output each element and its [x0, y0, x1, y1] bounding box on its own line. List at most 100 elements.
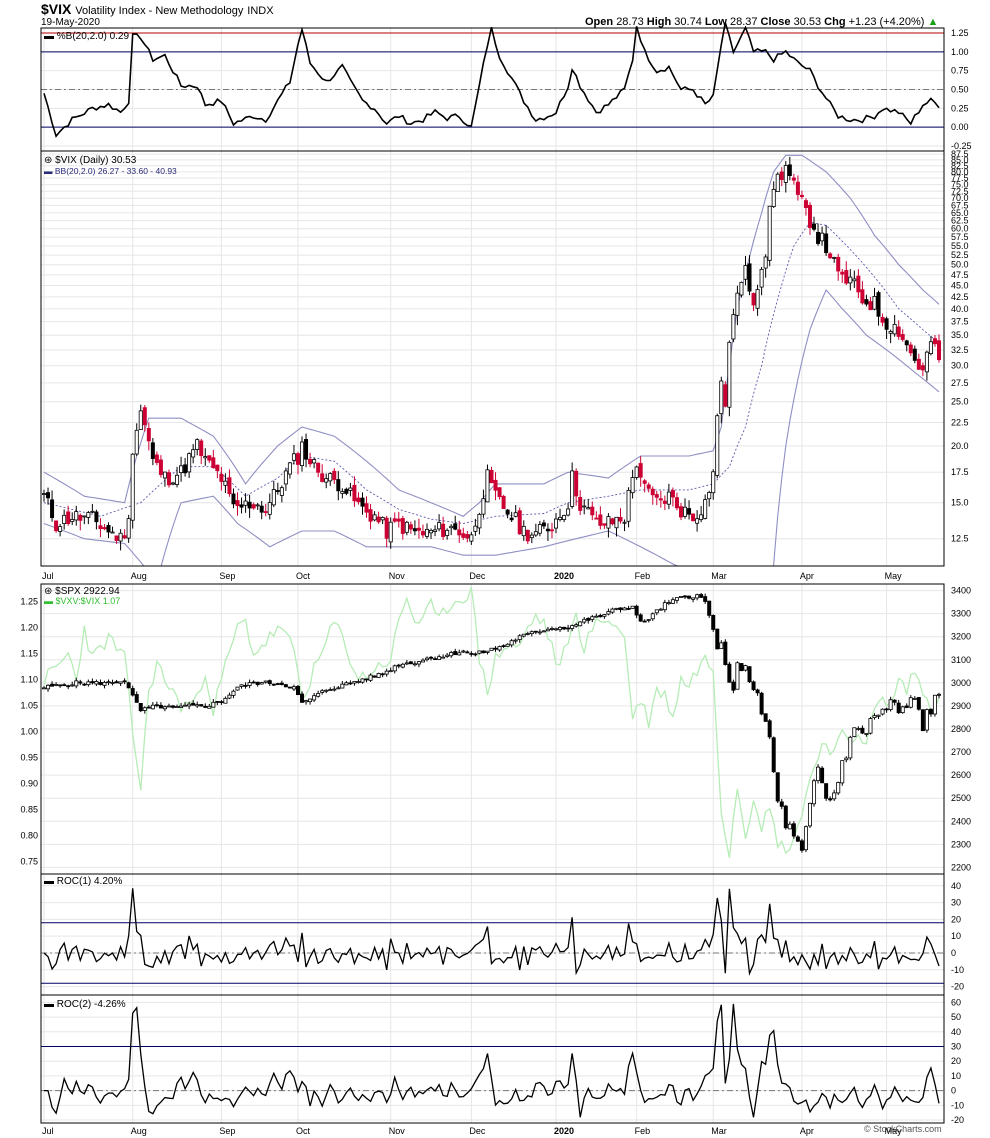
vix-candle — [711, 471, 716, 494]
vix-tick-label: 45.0 — [951, 281, 969, 291]
vix-candle — [864, 299, 869, 305]
spx-candle — [400, 663, 405, 668]
open-value: 28.73 — [616, 16, 644, 28]
vix-candle — [937, 340, 942, 361]
spx-candle — [787, 823, 792, 830]
vix-candle — [654, 494, 659, 498]
vix-candle — [759, 268, 764, 288]
vix-candle — [316, 462, 321, 473]
vix-candle — [646, 484, 651, 489]
spx-candle — [691, 597, 696, 600]
spx-candle — [876, 714, 881, 717]
vix-frame — [40, 150, 945, 567]
spx-candle — [606, 611, 611, 615]
spx-candle — [239, 684, 244, 687]
spx-candle — [590, 616, 595, 620]
spx-candle — [618, 607, 623, 611]
roc2-label: ▬ ROC(2) -4.26% — [44, 999, 126, 1010]
spx-candle — [295, 685, 300, 696]
spx-candle — [473, 653, 478, 656]
month-tick-label: Feb — [635, 1126, 651, 1136]
vix-candle — [832, 257, 837, 259]
vix-tick-label: 52.5 — [951, 250, 969, 260]
vix-candle — [457, 529, 462, 536]
vix-candle — [356, 497, 361, 503]
spx-candle — [352, 681, 357, 684]
vix-candle — [509, 517, 514, 521]
spx-candle — [219, 701, 224, 704]
spx-candle — [251, 681, 256, 684]
vix-candle — [670, 490, 675, 498]
vix-candle — [501, 495, 506, 509]
vix-candle — [239, 504, 244, 508]
spx-candle — [928, 708, 933, 715]
spx-candle — [840, 760, 845, 784]
vix-candle — [94, 511, 99, 523]
spx-candle — [175, 706, 180, 708]
spx-candle — [904, 705, 909, 708]
vix-candle — [554, 518, 559, 529]
month-tick-label: Apr — [800, 571, 814, 581]
vix-candle — [751, 293, 756, 306]
spx-candle — [791, 823, 796, 837]
spx-candle — [779, 801, 784, 807]
vix-candle — [126, 518, 131, 539]
pctb-tick-label: -0.25 — [951, 141, 972, 151]
vix-candle — [106, 524, 111, 533]
vix-tick-label: 75.0 — [951, 180, 969, 190]
vix-candle — [360, 497, 365, 507]
spx-candle — [566, 627, 571, 630]
vix-candle — [904, 340, 909, 346]
spx-candle — [433, 658, 438, 661]
vix-label: ⊛ $VIX (Daily) 30.53 — [44, 155, 137, 166]
roc2-line — [44, 1003, 940, 1118]
vix-tick-label: 65.0 — [951, 208, 969, 218]
vix-tick-label: 77.5 — [951, 173, 969, 183]
vix-candle — [384, 517, 389, 539]
spx-candle — [678, 596, 683, 598]
vix-candle — [412, 528, 417, 532]
vix-candle — [699, 514, 704, 521]
spx-candle — [449, 652, 454, 657]
vix-candle — [497, 487, 502, 498]
spx-candle — [795, 836, 800, 842]
roc2-tick-label: -20 — [951, 1115, 964, 1125]
spx-candle — [880, 708, 885, 715]
spx-candle — [578, 621, 583, 627]
chart-date: 19-May-2020 — [41, 17, 100, 28]
spx-candle — [171, 705, 176, 708]
vix-candle — [582, 505, 587, 508]
roc2-tick-label: 20 — [951, 1056, 961, 1066]
spx-left-tick-label: 1.05 — [20, 701, 38, 711]
spx-candle — [203, 705, 208, 708]
spx-left-tick-label: 0.80 — [20, 831, 38, 841]
spx-candle — [570, 625, 575, 629]
vix-candle — [920, 365, 925, 371]
spx-candle — [166, 705, 171, 708]
spx-candle — [146, 706, 151, 709]
vix-candle — [537, 524, 542, 534]
spx-candle — [271, 683, 276, 686]
vix-candle — [541, 522, 546, 527]
vix-candle — [66, 511, 71, 525]
vix-candle — [848, 276, 853, 284]
vix-tick-label: 37.5 — [951, 317, 969, 327]
spx-candle — [360, 678, 365, 683]
vix-candle — [703, 499, 708, 519]
spx-candle — [235, 686, 240, 691]
spx-candle — [937, 693, 942, 696]
vix-tick-label: 27.5 — [951, 378, 969, 388]
vix-candle — [533, 531, 538, 536]
vix-candle — [666, 491, 671, 505]
watermark: © StockCharts.com — [864, 1124, 942, 1134]
vix-candle — [900, 334, 905, 340]
spx-candle — [932, 694, 937, 715]
vix-candle — [171, 482, 176, 485]
vix-candle — [247, 501, 252, 509]
month-tick-label: Nov — [389, 571, 406, 581]
spx-candle — [836, 782, 841, 794]
spx-candle — [46, 684, 51, 690]
spx-candle — [662, 602, 667, 611]
spx-candle — [574, 624, 579, 627]
